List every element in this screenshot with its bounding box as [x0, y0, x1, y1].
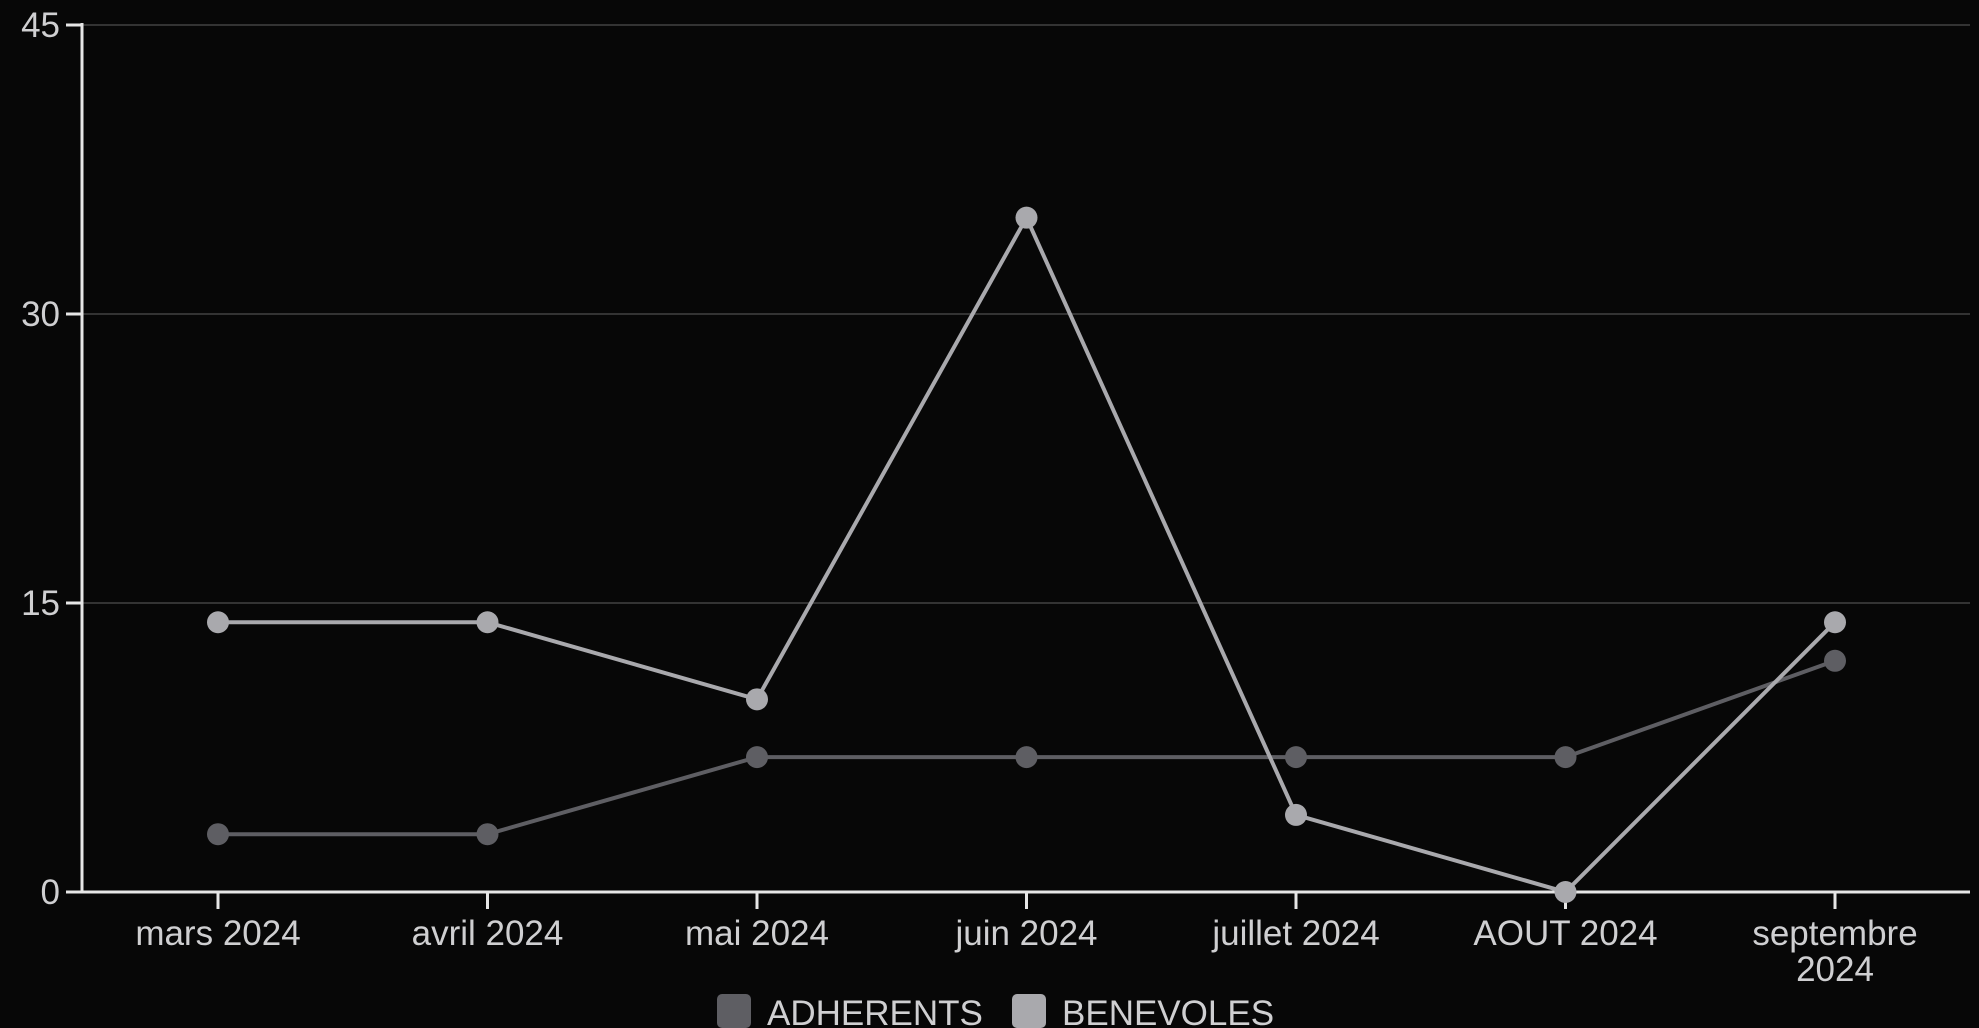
x-tick-label: mai 2024	[685, 914, 829, 953]
data-point-adherents[interactable]	[1285, 746, 1307, 769]
y-tick-label: 30	[21, 295, 60, 334]
grid-lines	[82, 24, 1970, 604]
legend-label: ADHERENTS	[767, 994, 983, 1028]
data-point-adherents[interactable]	[207, 823, 229, 846]
y-tick-label: 45	[21, 6, 60, 45]
x-tick-label: mars 2024	[135, 914, 300, 953]
legend-item-adherents[interactable]: ADHERENTS	[717, 994, 983, 1028]
x-tick-label: 2024	[1796, 950, 1874, 989]
data-point-adherents[interactable]	[1015, 746, 1038, 769]
data-point-adherents[interactable]	[1824, 649, 1846, 672]
legend-item-benevoles[interactable]: BENEVOLES	[1012, 994, 1274, 1028]
x-tick-label: AOUT 2024	[1473, 914, 1657, 953]
legend-swatch	[717, 994, 751, 1028]
data-point-benevoles[interactable]	[1285, 803, 1307, 826]
legend-label: BENEVOLES	[1062, 994, 1274, 1028]
x-tick-label: septembre	[1752, 914, 1917, 953]
legend-swatch	[1012, 994, 1046, 1028]
series-line-benevoles	[218, 215, 1837, 894]
data-point-benevoles[interactable]	[1015, 206, 1038, 229]
y-tick-label: 15	[21, 584, 60, 623]
data-point-benevoles[interactable]	[476, 611, 499, 634]
x-tick-label: juin 2024	[954, 914, 1097, 953]
data-point-adherents[interactable]	[746, 746, 768, 769]
data-point-benevoles[interactable]	[207, 611, 229, 634]
data-points	[207, 206, 1846, 903]
legend: ADHERENTS BENEVOLES	[717, 994, 1274, 1028]
x-tick-label: avril 2024	[412, 914, 564, 953]
x-tick-label: juillet 2024	[1211, 914, 1379, 953]
data-point-benevoles[interactable]	[1554, 881, 1577, 903]
data-point-benevoles[interactable]	[1824, 611, 1846, 634]
data-point-benevoles[interactable]	[746, 688, 768, 711]
series-lines	[218, 215, 1837, 894]
axes: 0 15 30 45 mars 2024 avril 2024 mai 2024 juin 2…	[21, 6, 1970, 989]
data-point-adherents[interactable]	[1554, 746, 1577, 769]
y-tick-label: 0	[41, 873, 60, 912]
data-point-adherents[interactable]	[476, 823, 499, 846]
